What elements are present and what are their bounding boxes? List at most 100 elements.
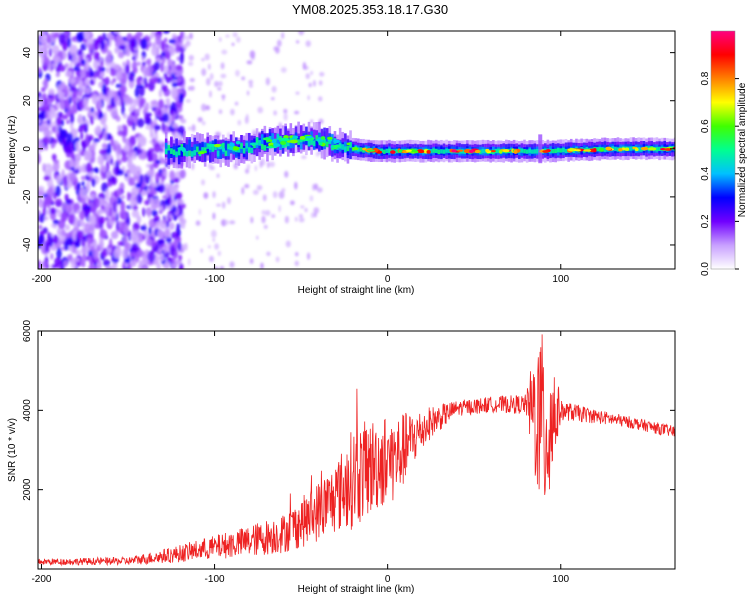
noise-blob <box>151 45 159 57</box>
noise-blob <box>259 160 263 169</box>
noise-blob <box>52 138 58 144</box>
noise-blob <box>38 118 42 124</box>
hot-spot <box>235 140 241 145</box>
noise-blob <box>141 61 146 66</box>
hot-spot <box>197 151 205 155</box>
noise-blob <box>69 86 77 93</box>
noise-blob <box>175 44 181 53</box>
hot-spot <box>229 142 235 147</box>
noise-blob <box>65 232 73 239</box>
noise-blob <box>120 200 126 212</box>
top-y-ticks: 40 20 0 -20 -40 <box>22 47 675 252</box>
noise-blob <box>73 66 81 72</box>
noise-blob <box>157 248 163 253</box>
noise-blob <box>131 242 139 253</box>
noise-blob <box>117 169 124 176</box>
band-cell <box>190 151 194 157</box>
band-cell <box>188 139 191 151</box>
chart-title: YM08.2025.353.18.17.G30 <box>292 2 448 17</box>
noise-blob <box>111 176 117 186</box>
noise-blob <box>275 256 280 263</box>
top-x-ticks: -200 -100 0 100 <box>31 31 570 285</box>
spectrogram-frame <box>37 30 676 270</box>
noise-blob <box>172 205 177 213</box>
noise-blob <box>66 132 74 145</box>
noise-blob <box>65 202 73 214</box>
hot-spot <box>583 149 592 152</box>
band-cell <box>289 137 293 149</box>
noise-blob <box>90 205 96 214</box>
noise-blob <box>222 201 226 209</box>
noise-blob <box>276 39 282 47</box>
noise-blob <box>43 56 50 66</box>
noise-blob <box>310 212 315 219</box>
noise-blob <box>178 254 182 262</box>
y-tick-label: 0 <box>22 146 33 152</box>
noise-blob <box>246 113 249 120</box>
noise-blob <box>177 241 182 252</box>
noise-blob <box>134 87 140 98</box>
noise-blob <box>166 236 172 244</box>
noise-blob <box>128 181 136 186</box>
colorbar-label: Normalized spectral amplitude <box>737 82 748 217</box>
noise-blob <box>101 182 109 193</box>
noise-blob <box>92 39 100 51</box>
band-cell <box>170 137 173 156</box>
noise-blob <box>124 258 131 264</box>
noise-blob <box>188 86 191 91</box>
noise-blob <box>114 165 119 173</box>
hot-spot <box>469 149 474 154</box>
noise-blob <box>87 198 92 205</box>
noise-blob <box>230 108 235 116</box>
hot-spot <box>426 150 431 154</box>
snr-frame <box>37 330 676 570</box>
band-cell <box>237 146 241 153</box>
noise-blob <box>68 214 75 225</box>
noise-blob <box>150 31 155 38</box>
noise-blob <box>162 31 170 34</box>
noise-blob <box>44 163 53 169</box>
noise-blob <box>220 62 225 70</box>
band-cell <box>525 149 529 154</box>
hot-spot <box>418 150 425 154</box>
noise-blob <box>64 31 69 37</box>
hot-spot <box>232 146 240 151</box>
noise-blob <box>101 143 108 149</box>
noise-blob <box>220 73 227 79</box>
noise-blob <box>69 246 74 252</box>
noise-blob <box>171 63 177 74</box>
noise-blob <box>270 97 275 101</box>
hot-spot <box>213 143 221 148</box>
noise-blob <box>45 263 50 269</box>
noise-blob <box>201 57 205 62</box>
band-cell <box>177 149 181 156</box>
noise-blob <box>208 255 214 263</box>
noise-blob <box>80 59 86 66</box>
noise-blob <box>59 98 65 111</box>
noise-blob <box>296 40 300 44</box>
band-cell <box>442 149 446 154</box>
noise-blob <box>271 86 277 93</box>
noise-blob <box>129 251 137 258</box>
noise-blob <box>121 155 128 163</box>
noise-blob <box>195 220 201 226</box>
hot-spot <box>490 150 496 153</box>
hot-spot <box>352 147 359 151</box>
noise-blob <box>300 205 305 209</box>
band-cell <box>216 150 220 157</box>
band-cell <box>310 139 313 145</box>
noise-blob <box>114 47 119 54</box>
noise-blob <box>188 258 191 266</box>
noise-blob <box>136 215 142 224</box>
hot-spot <box>499 149 503 154</box>
noise-blob <box>58 91 65 100</box>
band-cell <box>167 147 171 159</box>
noise-blob <box>197 117 203 123</box>
noise-blob <box>135 148 143 155</box>
noise-blob <box>179 53 184 65</box>
noise-blob <box>90 79 94 85</box>
noise-blob <box>161 121 166 132</box>
noise-blob <box>169 170 175 181</box>
noise-blob <box>249 258 254 264</box>
noise-blob <box>236 36 241 43</box>
